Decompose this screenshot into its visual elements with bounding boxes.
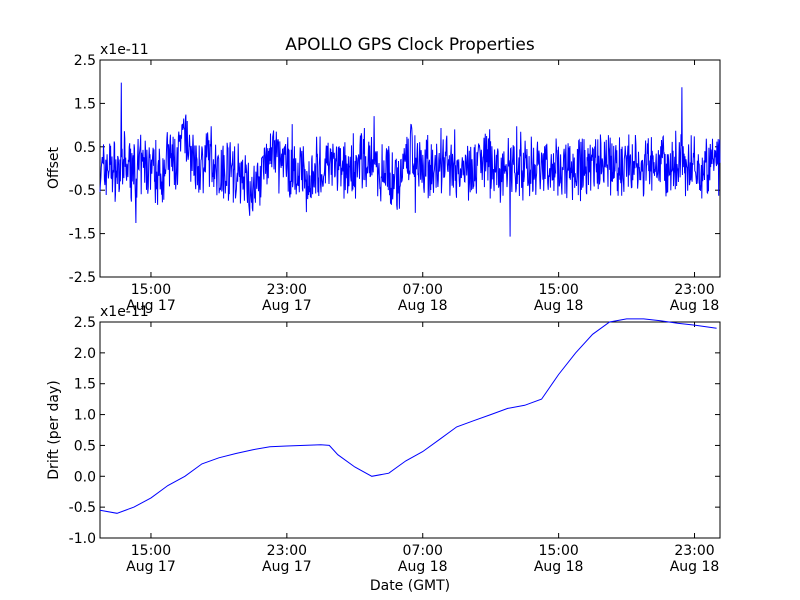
offset-ytick-label: 2.5 <box>74 53 96 69</box>
drift-ytick-label: 0.5 <box>74 438 96 454</box>
offset-xtick-date: Aug 18 <box>670 298 720 314</box>
drift-xtick-date: Aug 17 <box>262 559 312 575</box>
offset-ytick-label: -0.5 <box>69 183 96 199</box>
offset-ytick-label: 1.5 <box>74 96 96 112</box>
offset-xtick-time: 15:00 <box>131 282 171 298</box>
offset-xtick-date: Aug 18 <box>398 298 448 314</box>
x-axis-label: Date (GMT) <box>370 578 450 594</box>
offset-ytick-label: 0.5 <box>74 140 96 156</box>
drift-data <box>99 318 717 514</box>
drift-xtick-date: Aug 18 <box>398 559 448 575</box>
drift-ytick-label: 1.5 <box>74 377 96 393</box>
offset-xtick-date: Aug 18 <box>534 298 584 314</box>
figure-title: APOLLO GPS Clock Properties <box>285 35 535 55</box>
drift-xtick-time: 23:00 <box>674 543 714 559</box>
offset-xtick-date: Aug 17 <box>262 298 312 314</box>
drift-ylabel: Drift (per day) <box>46 380 62 479</box>
offset-xtick-time: 07:00 <box>403 282 443 298</box>
drift-ytick-label: 0.0 <box>74 469 96 485</box>
drift-ytick-label: -1.0 <box>69 531 96 547</box>
offset-xtick-date: Aug 17 <box>126 298 176 314</box>
drift-xtick-time: 15:00 <box>538 543 578 559</box>
drift-series-line <box>99 318 717 514</box>
offset-xtick-time: 23:00 <box>267 282 307 298</box>
drift-ytick-label: 2.0 <box>74 346 96 362</box>
drift-xtick-time: 23:00 <box>267 543 307 559</box>
offset-xtick-time: 15:00 <box>538 282 578 298</box>
offset-plot-frame <box>99 59 721 278</box>
drift-xtick-date: Aug 17 <box>126 559 176 575</box>
drift-ytick-label: -0.5 <box>69 500 96 516</box>
drift-multiplier: x1e-11 <box>100 304 149 320</box>
offset-data <box>99 82 721 237</box>
drift-xtick-date: Aug 18 <box>670 559 720 575</box>
offset-xtick-time: 23:00 <box>674 282 714 298</box>
offset-series-line <box>99 82 721 237</box>
drift-xtick-time: 07:00 <box>403 543 443 559</box>
offset-ylabel: Offset <box>46 146 62 189</box>
offset-ytick-label: -2.5 <box>69 270 96 286</box>
offset-ytick-label: -1.5 <box>69 227 96 243</box>
offset-multiplier: x1e-11 <box>100 42 149 58</box>
drift-plot-frame <box>99 321 721 539</box>
drift-ytick-label: 1.0 <box>74 408 96 424</box>
drift-xtick-time: 15:00 <box>131 543 171 559</box>
drift-ytick-label: 2.5 <box>74 315 96 331</box>
drift-xtick-date: Aug 18 <box>534 559 584 575</box>
